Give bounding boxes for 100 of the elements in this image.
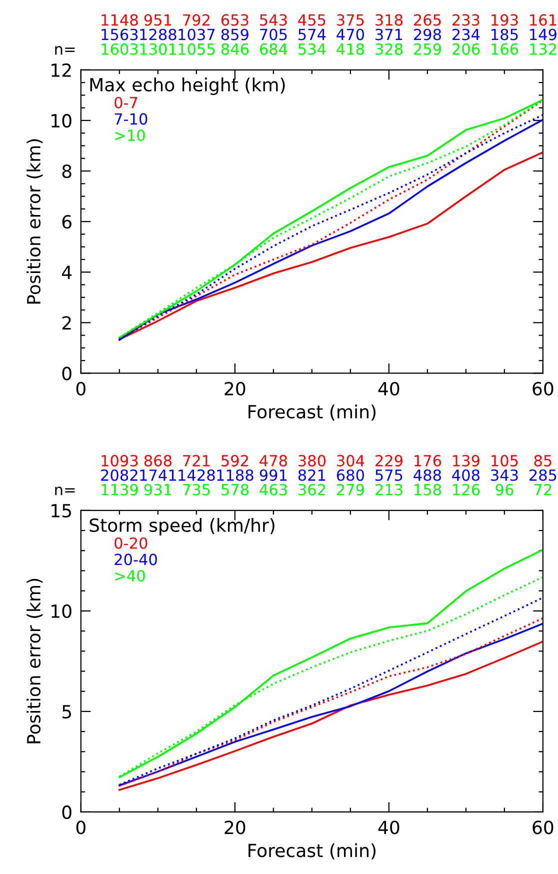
y-tick-label: 12 bbox=[52, 63, 71, 77]
text: 574 bbox=[298, 28, 326, 40]
y-tick-label: 0 bbox=[62, 366, 72, 380]
y-axis-title: Position error (km) bbox=[26, 139, 43, 304]
x-axis-title: Forecast (min) bbox=[248, 404, 376, 421]
x-axis-title: Forecast (min) bbox=[248, 843, 376, 860]
y-tick-label: 4 bbox=[62, 266, 72, 279]
legend-title: Max echo height (km) bbox=[90, 78, 285, 96]
y-tick-label: 5 bbox=[62, 705, 71, 719]
text: 821 bbox=[298, 469, 326, 481]
x-tick-label: 60 bbox=[532, 820, 554, 834]
text: 991 bbox=[260, 469, 287, 481]
text: 534 bbox=[298, 43, 326, 55]
text: 149 bbox=[530, 28, 556, 40]
text: 2082 bbox=[101, 469, 138, 481]
text: 279 bbox=[336, 484, 364, 496]
text: >40 bbox=[115, 570, 145, 582]
text: 318 bbox=[376, 14, 402, 26]
text: 375 bbox=[337, 14, 364, 26]
text: 653 bbox=[221, 14, 248, 26]
text: 680 bbox=[336, 469, 364, 481]
text: 343 bbox=[491, 469, 518, 481]
text: 213 bbox=[375, 484, 402, 496]
text: 0-7 bbox=[114, 96, 138, 108]
text: n= bbox=[55, 46, 75, 55]
x-tick-label: 0 bbox=[76, 820, 86, 834]
text: 1037 bbox=[178, 28, 215, 40]
text: 233 bbox=[452, 14, 480, 26]
text: 328 bbox=[376, 43, 402, 55]
text: 72 bbox=[534, 484, 552, 496]
text: 193 bbox=[492, 14, 518, 26]
text: 488 bbox=[414, 469, 441, 481]
text: 176 bbox=[414, 454, 442, 466]
text: 592 bbox=[222, 454, 248, 466]
text: 418 bbox=[336, 43, 364, 55]
text: 1139 bbox=[102, 484, 138, 496]
text: 20-40 bbox=[114, 554, 157, 566]
text: 132 bbox=[530, 43, 556, 55]
text: 7-10 bbox=[114, 113, 148, 125]
y-tick-label: 6 bbox=[62, 215, 72, 229]
text: 543 bbox=[260, 14, 287, 26]
text: 161 bbox=[530, 14, 556, 26]
text: 578 bbox=[222, 484, 248, 496]
text: 470 bbox=[336, 28, 364, 40]
text: 265 bbox=[414, 14, 441, 26]
text: 721 bbox=[183, 454, 210, 466]
text: 126 bbox=[453, 484, 480, 496]
text: 1148 bbox=[102, 14, 138, 26]
text: 96 bbox=[496, 484, 514, 496]
text: 371 bbox=[376, 28, 402, 40]
x-tick-label: 40 bbox=[378, 382, 400, 396]
y-tick-label: 2 bbox=[62, 316, 71, 330]
text: n= bbox=[55, 486, 75, 496]
y-axis-title: Position error (km) bbox=[26, 578, 43, 744]
text: 380 bbox=[298, 454, 326, 466]
y-tick-label: 10 bbox=[52, 604, 72, 618]
text: 298 bbox=[414, 28, 441, 40]
text: 575 bbox=[376, 470, 402, 481]
text: 455 bbox=[298, 14, 326, 26]
text: 139 bbox=[453, 454, 480, 466]
text: 85 bbox=[534, 454, 552, 466]
text: 1288 bbox=[140, 28, 176, 40]
text: 478 bbox=[260, 454, 287, 466]
text: 684 bbox=[260, 43, 288, 55]
text: 206 bbox=[452, 43, 480, 55]
text: 859 bbox=[221, 28, 248, 40]
y-tick-label: 0 bbox=[62, 805, 72, 820]
text: 234 bbox=[452, 28, 480, 40]
text: 951 bbox=[144, 14, 172, 26]
x-tick-label: 40 bbox=[378, 820, 400, 834]
text: 735 bbox=[183, 484, 210, 496]
text: 166 bbox=[492, 43, 518, 55]
text: 285 bbox=[529, 469, 556, 481]
x-tick-label: 0 bbox=[76, 382, 86, 396]
text: 1055 bbox=[178, 43, 215, 55]
x-tick-label: 60 bbox=[532, 382, 554, 396]
text: 792 bbox=[183, 14, 210, 26]
text: 304 bbox=[337, 454, 364, 466]
text: 105 bbox=[492, 454, 518, 466]
x-tick-label: 20 bbox=[224, 382, 246, 396]
text: 408 bbox=[452, 469, 480, 481]
text: 362 bbox=[298, 484, 325, 496]
y-tick-label: 8 bbox=[62, 164, 72, 178]
text: >10 bbox=[115, 129, 145, 142]
text: 463 bbox=[260, 484, 287, 496]
legend-title: Storm speed (km/hr) bbox=[90, 518, 274, 536]
x-tick-label: 20 bbox=[224, 820, 246, 834]
text: 1563 bbox=[102, 28, 138, 40]
text: 259 bbox=[414, 43, 441, 55]
text: 1741 bbox=[140, 470, 176, 481]
y-tick-label: 10 bbox=[52, 114, 72, 128]
y-tick-label: 15 bbox=[52, 504, 71, 518]
text: 705 bbox=[260, 28, 287, 40]
text: 185 bbox=[492, 28, 518, 40]
text: 1093 bbox=[102, 454, 138, 466]
text: 229 bbox=[375, 454, 402, 466]
text: 1188 bbox=[217, 469, 254, 481]
text: 1603 bbox=[102, 43, 138, 55]
text: 846 bbox=[221, 43, 249, 55]
text: 158 bbox=[414, 484, 441, 496]
